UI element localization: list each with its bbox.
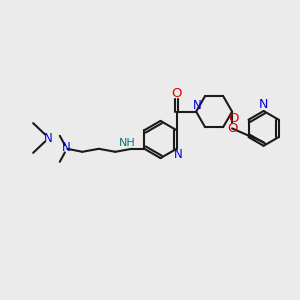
Text: N: N: [62, 141, 70, 154]
Text: N: N: [174, 148, 182, 161]
Text: N: N: [259, 98, 268, 111]
Text: NH: NH: [118, 138, 135, 148]
Text: N: N: [193, 99, 202, 112]
Text: N: N: [44, 131, 52, 145]
Text: O: O: [227, 122, 237, 135]
Text: O: O: [171, 87, 182, 100]
Text: O: O: [228, 112, 238, 125]
